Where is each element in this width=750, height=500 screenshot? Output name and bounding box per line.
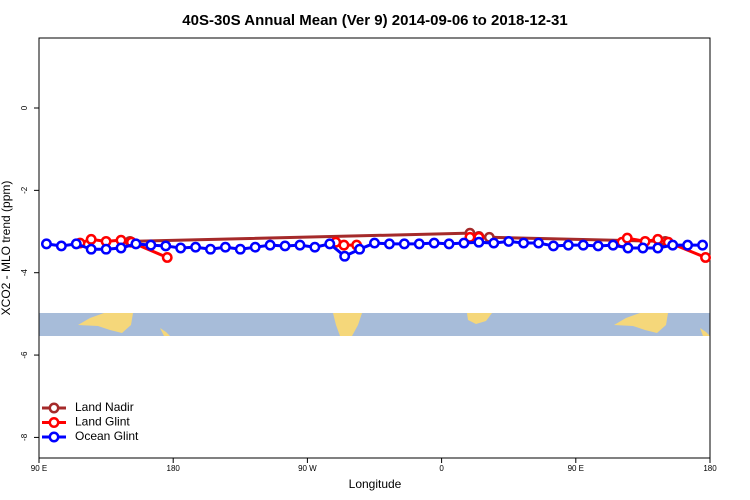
point (533, 237, 544, 249)
point (443, 238, 455, 250)
point (324, 238, 336, 250)
y-axis-label: XCO2 - MLO trend (ppm) (0, 181, 13, 316)
x-axis-label: Longitude (349, 477, 402, 491)
legend-marker (48, 402, 60, 414)
x-tick-label: 180 (703, 464, 717, 473)
point (264, 239, 276, 251)
point (354, 243, 366, 255)
point (70, 238, 82, 250)
point (234, 243, 246, 255)
point (700, 252, 711, 263)
map-strip (39, 313, 710, 336)
point (160, 240, 172, 252)
point (338, 239, 350, 251)
point (652, 242, 664, 254)
point (249, 241, 261, 253)
point (413, 238, 425, 250)
legend-label: Land Nadir (75, 400, 134, 414)
point (55, 240, 67, 252)
y-tick-label: 0 (20, 105, 29, 110)
point (682, 239, 694, 251)
point (488, 237, 500, 249)
point (428, 237, 440, 249)
point (607, 239, 619, 251)
point (592, 240, 604, 252)
point (562, 239, 574, 251)
point (219, 241, 231, 253)
legend-label: Ocean Glint (75, 429, 139, 443)
x-tick-label: 90 E (31, 464, 47, 473)
land (614, 313, 668, 333)
point (85, 233, 97, 245)
point (637, 242, 649, 254)
point (205, 243, 216, 255)
point (175, 242, 187, 254)
point (100, 243, 112, 255)
y-tick-label: -2 (20, 186, 29, 194)
point (458, 237, 470, 249)
point (383, 238, 395, 250)
plot-frame (38, 37, 711, 459)
x-tick-label: 180 (167, 464, 181, 473)
point (503, 235, 515, 247)
point (577, 239, 589, 251)
point (309, 241, 321, 253)
point (130, 238, 142, 250)
land (78, 313, 133, 333)
legend-label: Land Glint (75, 415, 130, 429)
point (622, 242, 634, 254)
point (547, 240, 559, 252)
land (333, 313, 362, 336)
point (190, 241, 202, 253)
point (294, 239, 306, 251)
legend-marker (48, 417, 60, 428)
point (667, 239, 679, 251)
point (621, 232, 633, 244)
y-tick-label: -8 (20, 433, 29, 441)
x-tick-label: 90 E (568, 464, 584, 473)
y-tick-label: -6 (20, 351, 29, 359)
point (145, 239, 157, 251)
land (160, 328, 170, 336)
point (697, 239, 708, 251)
point (41, 238, 52, 250)
point (518, 237, 530, 249)
point (369, 237, 380, 249)
point (279, 240, 291, 252)
legend-marker (48, 431, 60, 443)
point (339, 250, 351, 262)
land (467, 313, 492, 324)
point (161, 252, 173, 263)
x-tick-label: 90 W (298, 464, 317, 473)
point (115, 242, 127, 254)
land (700, 328, 710, 336)
point (85, 243, 97, 255)
y-tick-label: -4 (20, 269, 29, 277)
point (398, 238, 410, 250)
ocean-band (39, 313, 710, 336)
point (652, 233, 664, 245)
chart-title: 40S-30S Annual Mean (Ver 9) 2014-09-06 t… (182, 12, 567, 29)
point (473, 236, 485, 248)
x-tick-label: 0 (439, 464, 444, 473)
